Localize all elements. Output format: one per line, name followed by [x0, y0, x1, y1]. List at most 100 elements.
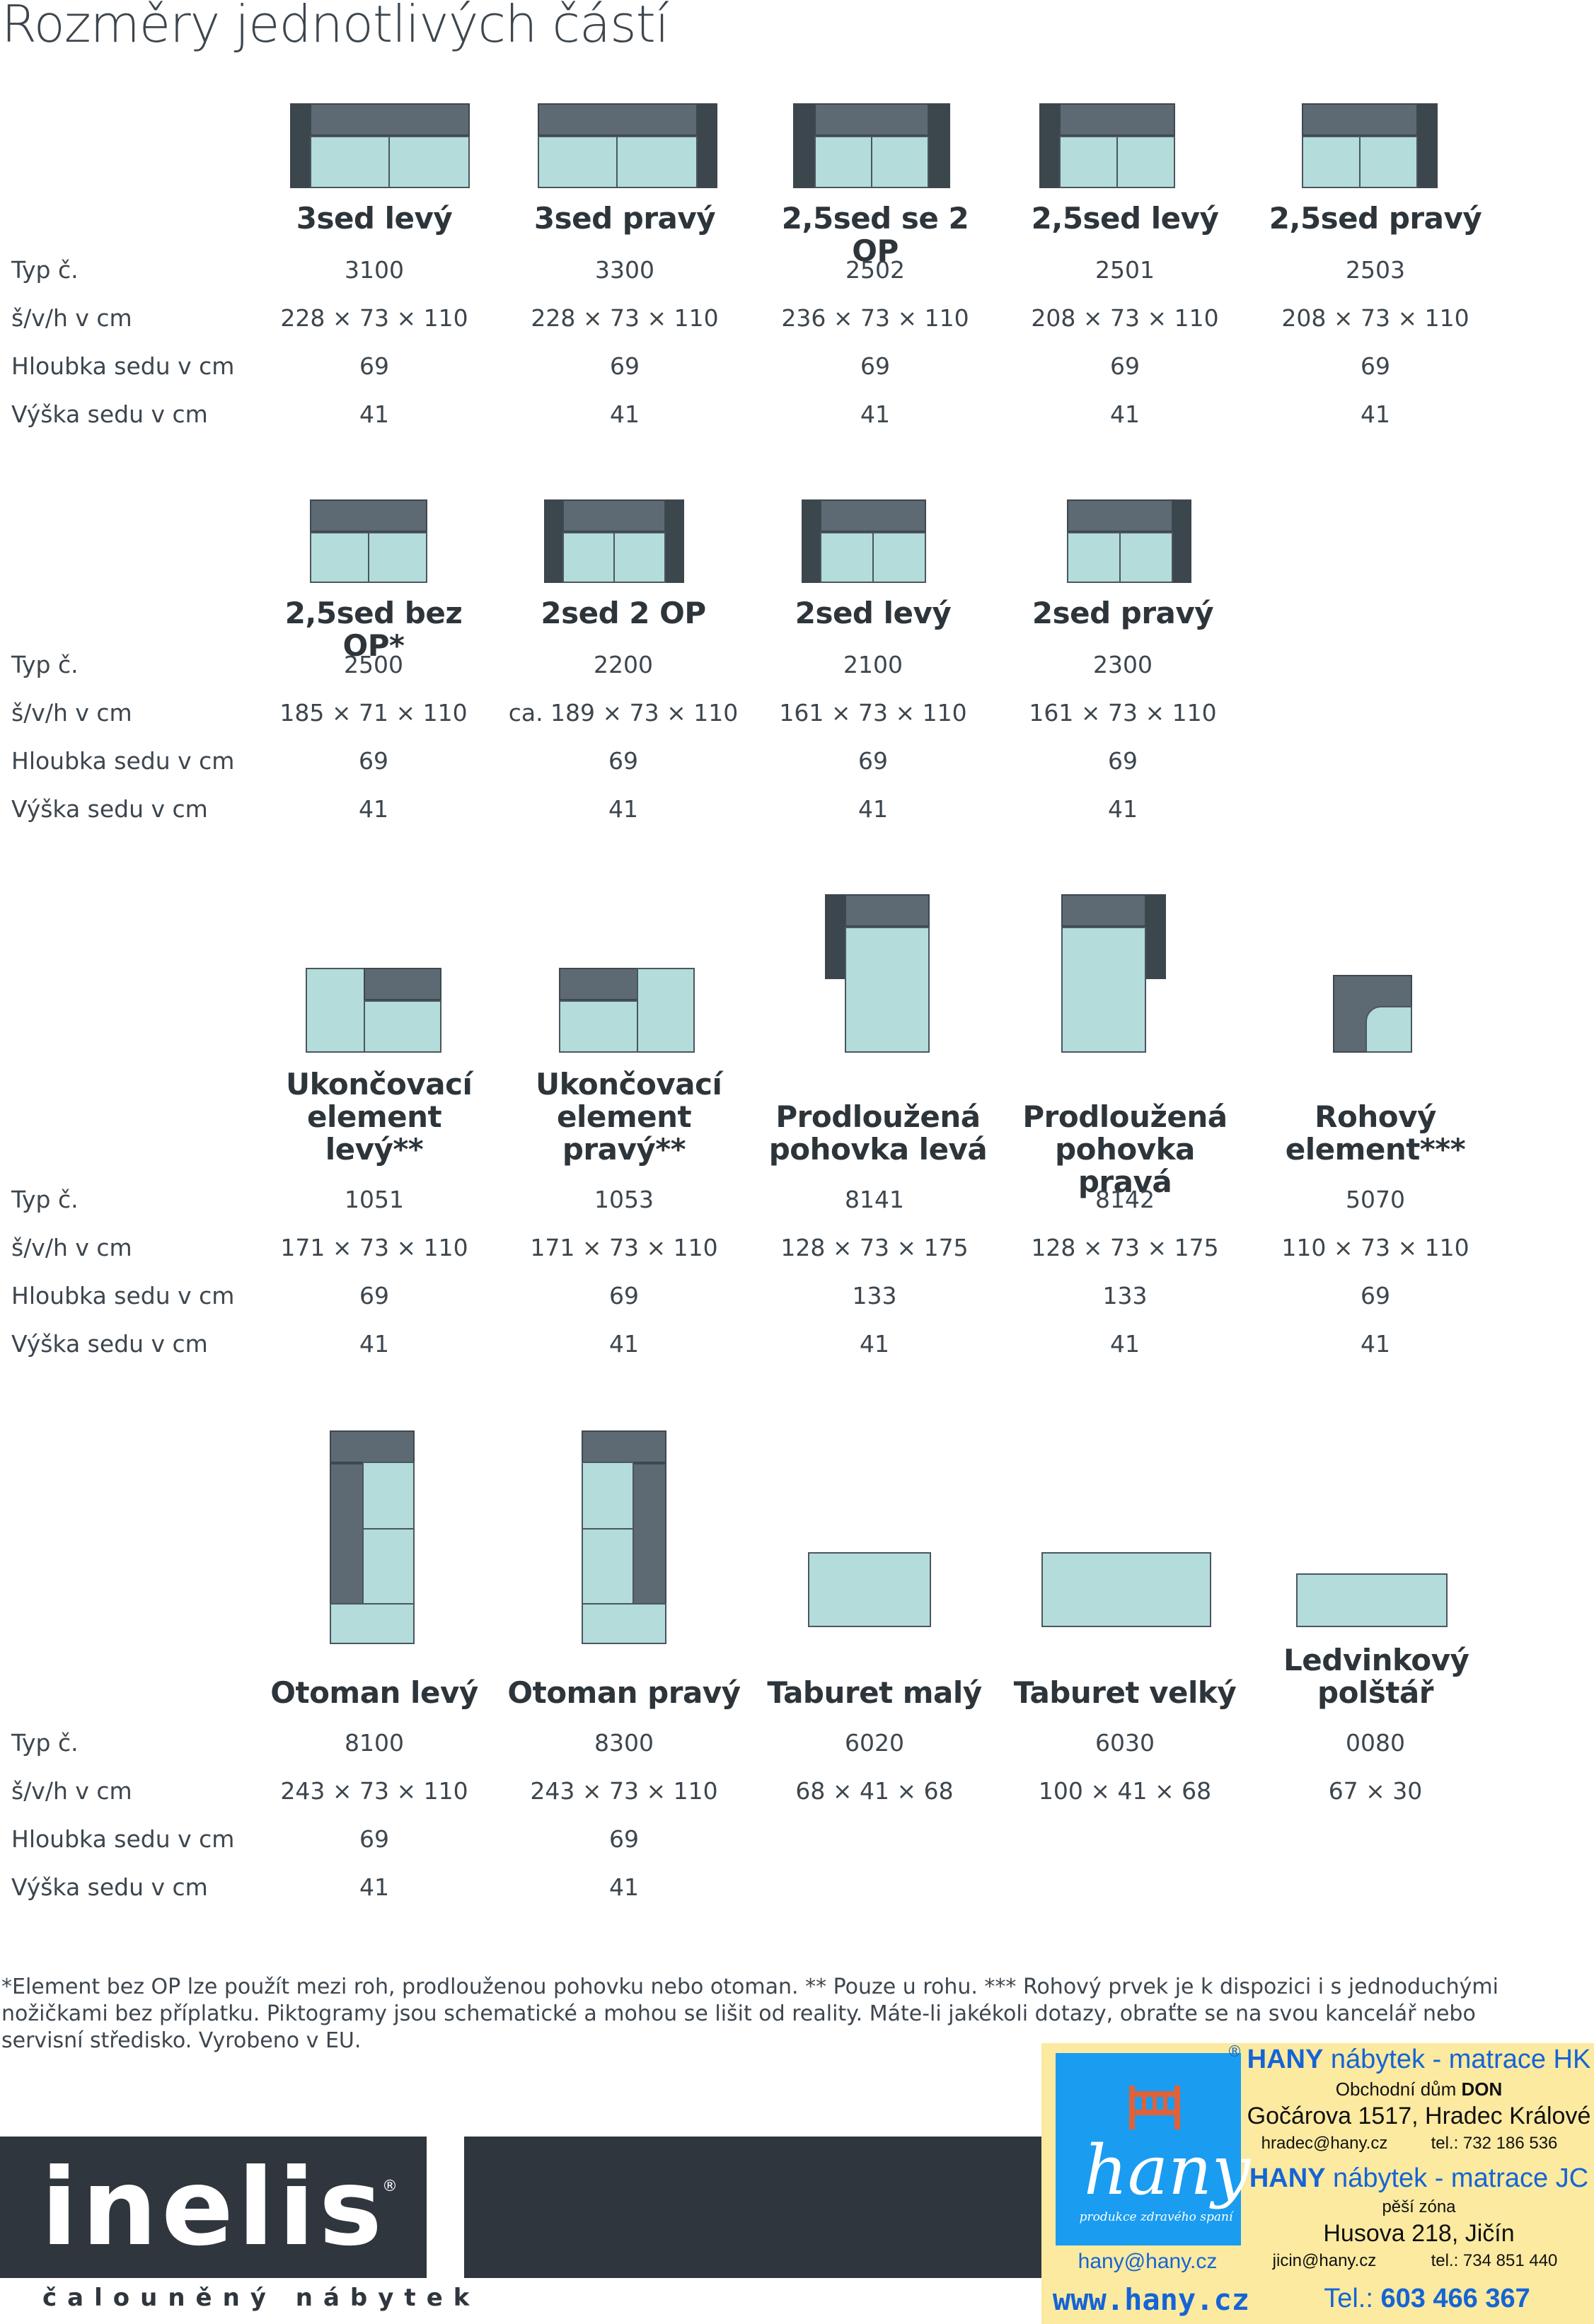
- hk-title: HANY nábytek - matrace HK: [1247, 2045, 1591, 2074]
- seat-depth-value: 69: [609, 1825, 639, 1853]
- product-name: Rohový element***: [1285, 1099, 1466, 1167]
- seat-height-value: 41: [359, 795, 388, 823]
- dealer-email[interactable]: hany@hany.cz: [1078, 2250, 1218, 2273]
- dimensions-value: 128 × 73 × 175: [1031, 1234, 1219, 1261]
- dimensions-value: 67 × 30: [1328, 1777, 1423, 1805]
- product-name: 2sed pravý: [1032, 596, 1214, 630]
- seat-depth-value: 69: [359, 1282, 389, 1310]
- row-label-hloubka: Hloubka sedu v cm: [11, 1825, 235, 1853]
- typ-value: 2500: [344, 651, 403, 678]
- jc-title: HANY nábytek - matrace JC: [1249, 2163, 1589, 2193]
- hk-phone: tel.: 732 186 536: [1431, 2134, 1558, 2153]
- jc-phone: tel.: 734 851 440: [1431, 2251, 1558, 2270]
- seat-depth-value: 69: [858, 747, 888, 775]
- dimensions-value: 110 × 73 × 110: [1281, 1234, 1469, 1261]
- typ-value: 2501: [1095, 256, 1155, 284]
- page-title: Rozměry jednotlivých částí: [1, 0, 669, 54]
- seat-height-value: 41: [608, 795, 638, 823]
- pictogram-ledvinkovy-polstar: [1296, 1573, 1448, 1627]
- product-name: 2,5sed bez OP*: [284, 596, 463, 663]
- seat-height-value: 41: [858, 795, 888, 823]
- row-label-rozmery: š/v/h v cm: [11, 1234, 132, 1261]
- row-label-vyska: Výška sedu v cm: [11, 795, 208, 823]
- row-label-rozmery: š/v/h v cm: [11, 304, 132, 332]
- seat-height-value: 41: [359, 1330, 389, 1358]
- registered-mark: ®: [382, 2178, 398, 2195]
- product-name: Taburet malý: [767, 1675, 982, 1710]
- product-name: 3sed levý: [296, 201, 453, 236]
- pictogram-ukoncovaci-pravy: [559, 968, 695, 1053]
- product-name: Otoman levý: [270, 1675, 478, 1710]
- hany-logo: hany produkce zdravého spaní: [1056, 2053, 1250, 2245]
- typ-value: 3300: [595, 256, 654, 284]
- typ-value: 2502: [845, 256, 905, 284]
- pictogram-ukoncovaci-levy: [306, 968, 441, 1053]
- typ-value: 6030: [1095, 1729, 1155, 1757]
- product-name: 3sed pravý: [533, 201, 716, 236]
- seat-depth-value: 69: [608, 747, 638, 775]
- seat-depth-value: 69: [1361, 1282, 1390, 1310]
- seat-depth-value: 69: [1110, 352, 1140, 380]
- seat-height-value: 41: [1110, 400, 1140, 428]
- pictogram-2-5sed-pravy: [1302, 103, 1438, 188]
- pictogram-prodlouzena-prava: [1061, 894, 1166, 1053]
- hk-email[interactable]: hradec@hany.cz: [1261, 2134, 1388, 2153]
- product-name: Taburet velký: [1013, 1675, 1237, 1710]
- seat-depth-value: 69: [359, 352, 389, 380]
- dimensions-value: 171 × 73 × 110: [280, 1234, 468, 1261]
- typ-value: 8300: [594, 1729, 654, 1757]
- seat-depth-value: 69: [359, 747, 388, 775]
- row-label-typ: Typ č.: [11, 651, 79, 678]
- seat-height-value: 41: [609, 1873, 639, 1901]
- seat-depth-value: 69: [610, 352, 640, 380]
- product-name: 2,5sed levý: [1031, 201, 1219, 236]
- pictogram-otoman-levy: [330, 1430, 415, 1644]
- dealer-phone: Tel.: 603 466 367: [1324, 2284, 1530, 2313]
- pictogram-2sed-levy: [802, 499, 926, 583]
- dimensions-value: 185 × 71 × 110: [279, 699, 468, 727]
- row-label-hloubka: Hloubka sedu v cm: [11, 1282, 235, 1310]
- pictogram-3sed-levy: [290, 103, 470, 188]
- row-label-vyska: Výška sedu v cm: [11, 1330, 208, 1358]
- dealer-website[interactable]: www.hany.cz: [1052, 2282, 1250, 2317]
- typ-value: 1051: [345, 1186, 404, 1213]
- seat-height-value: 41: [860, 400, 890, 428]
- dimensions-value: 171 × 73 × 110: [530, 1234, 718, 1261]
- product-name: 2sed levý: [795, 596, 952, 630]
- jc-zone: pěší zóna: [1382, 2197, 1456, 2216]
- seat-height-value: 41: [1108, 795, 1138, 823]
- typ-value: 1053: [594, 1186, 654, 1213]
- row-label-vyska: Výška sedu v cm: [11, 1873, 208, 1901]
- footnote: *Element bez OP lze použít mezi roh, pro…: [1, 1975, 1498, 2053]
- typ-value: 8142: [1095, 1186, 1155, 1213]
- product-name: Ukončovací element pravý**: [536, 1067, 722, 1167]
- seat-height-value: 41: [610, 400, 640, 428]
- pictogram-2sed-pravy: [1067, 499, 1191, 583]
- dimensions-value: 228 × 73 × 110: [531, 304, 719, 332]
- typ-value: 3100: [345, 256, 404, 284]
- dimensions-value: 243 × 73 × 110: [280, 1777, 468, 1805]
- dimensions-value: 128 × 73 × 175: [780, 1234, 969, 1261]
- product-name: 2sed 2 OP: [541, 596, 706, 630]
- product-name: Otoman pravý: [507, 1675, 741, 1710]
- product-name: 2,5sed pravý: [1269, 201, 1482, 236]
- product-name: Ukončovací element levý**: [286, 1067, 473, 1167]
- pictogram-taburet-maly: [808, 1552, 931, 1627]
- pictogram-otoman-pravy: [582, 1430, 666, 1644]
- seat-depth-value: 69: [860, 352, 890, 380]
- seat-height-value: 41: [1110, 1330, 1140, 1358]
- hk-house: Obchodní dům DON: [1335, 2079, 1503, 2100]
- dimensions-value: 228 × 73 × 110: [280, 304, 468, 332]
- dimensions-value: ca. 189 × 73 × 110: [508, 699, 739, 727]
- row-label-typ: Typ č.: [11, 256, 79, 284]
- jc-address: Husova 218, Jičín: [1323, 2220, 1515, 2247]
- bed-icon: [1129, 2086, 1180, 2129]
- dimensions-value: 161 × 73 × 110: [1029, 699, 1217, 727]
- hany-logo-subtitle: produkce zdravého spaní: [1079, 2210, 1233, 2224]
- typ-value: 2300: [1093, 651, 1153, 678]
- pictogram-rohovy-element: [1333, 975, 1412, 1053]
- typ-value: 5070: [1346, 1186, 1405, 1213]
- jc-email[interactable]: jicin@hany.cz: [1272, 2251, 1377, 2270]
- dimensions-value: 161 × 73 × 110: [779, 699, 967, 727]
- seat-depth-value: 69: [359, 1825, 389, 1853]
